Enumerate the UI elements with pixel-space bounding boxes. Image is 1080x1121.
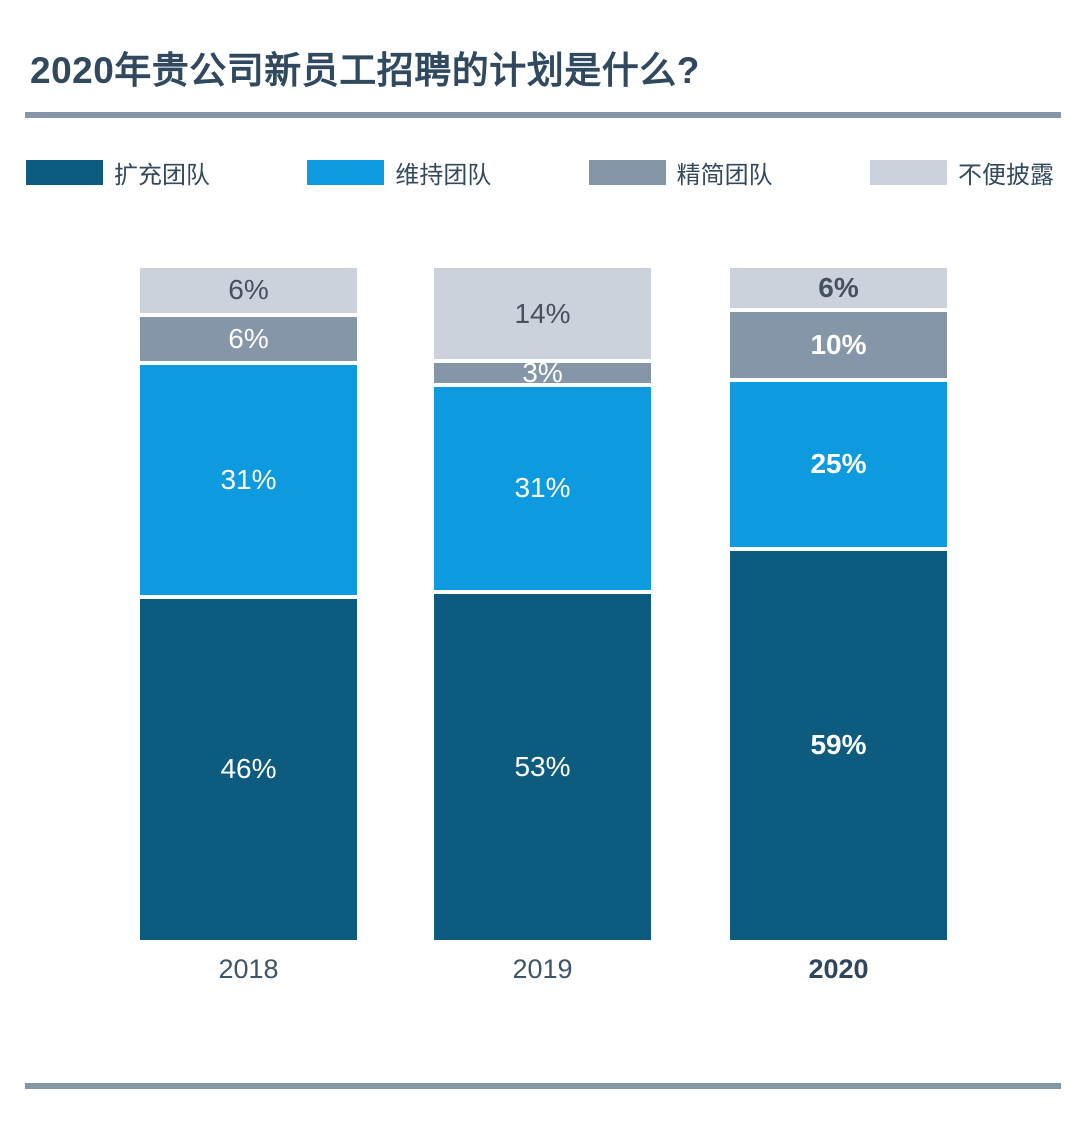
segment-value-label: 6% (818, 271, 859, 303)
bar-stack-2019: 14% 3% 31% 53% (434, 268, 651, 941)
segment-value-label: 59% (810, 729, 867, 761)
segment-value-label: 6% (228, 274, 269, 306)
chart-title: 2020年贵公司新员工招聘的计划是什么? (30, 50, 700, 91)
top-divider (25, 112, 1061, 118)
x-axis-label-2019: 2019 (512, 954, 573, 984)
legend-item-label: 扩充团队 (114, 162, 210, 189)
segment-value-label: 6% (228, 322, 269, 354)
bar-segment: 46% (140, 598, 357, 941)
bottom-divider (25, 1083, 1061, 1089)
chart-area: 6% 6% 31% 46% 2018 14% 3% 31% 53% 2019 6% 10% 25% 59%… (0, 268, 1080, 1028)
bar-segment: 6% (140, 316, 357, 361)
bar-segment: 25% (730, 381, 947, 547)
bar-column-2020: 6% 10% 25% 59% 2020 (730, 268, 947, 985)
bar-segment: 14% (434, 268, 651, 360)
legend-swatch-icon (588, 160, 666, 185)
bar-segment: 31% (140, 365, 357, 595)
legend-item-2: 维持团队 (307, 155, 491, 190)
bar-stack-2018: 6% 6% 31% 46% (140, 268, 357, 941)
legend-swatch-icon (869, 160, 947, 185)
bar-column-2018: 6% 6% 31% 46% 2018 (140, 268, 357, 985)
bar-segment: 53% (434, 593, 651, 941)
bar-segment: 6% (140, 268, 357, 313)
legend-swatch-icon (26, 160, 103, 185)
segment-value-label: 25% (810, 448, 867, 480)
x-axis-label-2020: 2020 (808, 954, 869, 984)
bar-segment: 59% (730, 550, 947, 940)
segment-value-label: 31% (514, 472, 571, 504)
segment-value-label: 14% (514, 297, 571, 329)
bar-segment: 10% (730, 311, 947, 378)
legend-item-1: 扩充团队 (26, 155, 210, 190)
segment-value-label: 3% (522, 357, 563, 389)
bar-stack-2020: 6% 10% 25% 59% (730, 268, 947, 940)
legend-swatch-icon (307, 160, 385, 185)
legend-item-3: 精简团队 (588, 155, 773, 190)
legend-item-4: 不便披露 (869, 155, 1054, 190)
segment-value-label: 46% (220, 753, 277, 785)
legend-item-label: 维持团队 (395, 162, 492, 189)
x-axis-label-2018: 2018 (218, 954, 279, 984)
legend: 扩充团队 维持团队 精简团队 不便披露 (26, 155, 1054, 190)
segment-value-label: 53% (514, 750, 571, 782)
segment-value-label: 31% (220, 463, 277, 495)
bar-segment: 3% (434, 359, 651, 387)
legend-item-label: 精简团队 (676, 162, 773, 189)
segment-value-label: 10% (810, 328, 867, 360)
bar-column-2019: 14% 3% 31% 53% 2019 (434, 268, 651, 985)
bar-segment: 6% (730, 268, 947, 308)
legend-item-label: 不便披露 (957, 162, 1054, 189)
bar-segment: 31% (434, 387, 651, 590)
